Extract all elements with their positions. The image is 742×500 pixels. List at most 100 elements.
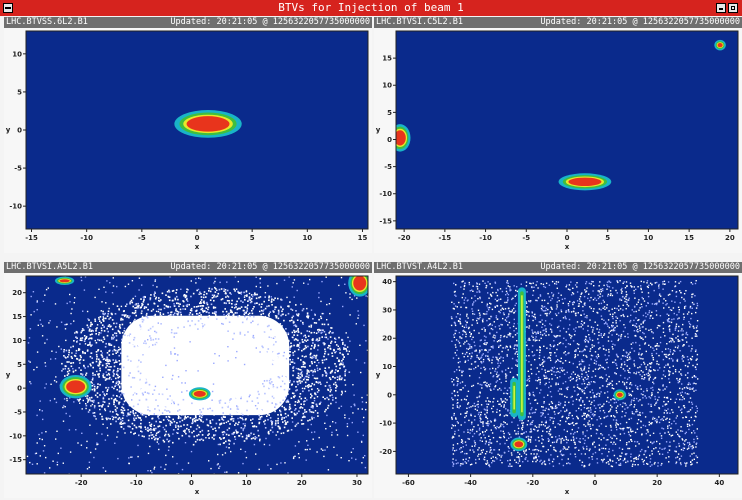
screen-panel-btvsi-c5l2: LHC.BTVSI.C5L2.B1 Updated: 20:21:05 @ 12…	[374, 17, 742, 253]
beam-image-plot: -20 -15 -10 -5 0 5 10 15 20 -15 -10 -5 0 5 10 15 x y	[376, 30, 739, 251]
beam-spot	[55, 276, 75, 286]
x-tick-label: -20	[526, 479, 539, 487]
x-tick-label: 0	[565, 234, 570, 242]
x-tick-label: -5	[138, 234, 146, 242]
x-tick-label: 0	[593, 479, 598, 487]
x-tick-label: -10	[130, 479, 143, 487]
screen-panel-btvst-a4l2: LHC.BTVST.A4L2.B1 Updated: 20:21:05 @ 12…	[374, 262, 742, 498]
beam-spot	[558, 173, 612, 191]
beam-image-plot: -60 -40 -20 0 20 40 -20 -10 0 10 20 30 40 x y	[376, 275, 739, 496]
title-bar: BTVs for Injection of beam 1	[0, 0, 742, 16]
panel-updated-time: Updated: 20:21:05 @ 1256322057735000000	[540, 17, 740, 27]
y-tick-label: 0	[387, 136, 392, 144]
screen-panel-btvsi-a5l2: LHC.BTVSI.A5L2.B1 Updated: 20:21:05 @ 12…	[4, 262, 372, 498]
panel-device-name: LHC.BTVSI.A5L2.B1	[6, 262, 93, 272]
y-tick-label: -10	[379, 190, 392, 198]
beam-spot	[188, 387, 211, 401]
x-tick-label: 15	[684, 234, 694, 242]
panel-updated-time: Updated: 20:21:05 @ 1256322057735000000	[170, 262, 370, 272]
x-tick-label: 30	[352, 479, 362, 487]
y-tick-label: 0	[17, 127, 22, 135]
minimize-icon[interactable]	[716, 3, 726, 13]
x-axis-label: x	[195, 488, 200, 496]
panel-device-name: LHC.BTVSS.6L2.B1	[6, 17, 88, 27]
x-tick-label: 10	[644, 234, 654, 242]
plot-frame	[25, 275, 369, 475]
axes: -60 -40 -20 0 20 40 -20 -10 0 10 20 30 40 x y	[376, 278, 725, 496]
x-tick-label: -20	[75, 479, 88, 487]
beam-spot	[348, 276, 368, 297]
y-tick-label: -20	[379, 448, 392, 456]
y-axis-label: y	[6, 126, 11, 134]
window-title: BTVs for Injection of beam 1	[278, 1, 464, 14]
beam-streak	[510, 377, 519, 418]
y-tick-label: 10	[12, 337, 22, 345]
y-tick-label: -15	[9, 456, 22, 464]
maximize-icon[interactable]	[728, 3, 738, 13]
plot-area	[396, 31, 738, 229]
y-tick-label: 15	[12, 313, 22, 321]
plot-area	[26, 31, 368, 229]
x-tick-label: 10	[242, 479, 252, 487]
plot-frame	[395, 275, 739, 475]
y-tick-label: -15	[379, 217, 392, 225]
y-tick-label: 20	[12, 289, 22, 297]
x-tick-label: 20	[725, 234, 735, 242]
x-tick-label: 5	[605, 234, 610, 242]
screen-panel-btvss-6l2: LHC.BTVSS.6L2.B1 Updated: 20:21:05 @ 125…	[4, 17, 372, 253]
x-axis-label: x	[195, 243, 200, 251]
y-tick-label: 10	[12, 50, 22, 58]
y-axis-label: y	[376, 126, 381, 134]
x-tick-label: -15	[25, 234, 38, 242]
beam-spot	[510, 437, 528, 452]
y-tick-label: 5	[17, 88, 22, 96]
beam-image-plot: -15 -10 -5 0 5 10 15 -10 -5 0 5 10 x y	[6, 30, 369, 251]
y-tick-label: 15	[382, 55, 392, 63]
x-axis-label: x	[565, 488, 570, 496]
axes: -20 -10 0 10 20 30 -15 -10 -5 0 5 10 15 20 x y	[6, 289, 362, 496]
beam-streak	[517, 287, 526, 421]
y-axis-label: y	[6, 371, 11, 379]
y-tick-label: 20	[382, 335, 392, 343]
y-tick-label: 10	[382, 363, 392, 371]
plot-background	[396, 276, 738, 474]
y-tick-label: -10	[9, 432, 22, 440]
y-tick-label: 30	[382, 306, 392, 314]
axes: -15 -10 -5 0 5 10 15 -10 -5 0 5 10 x y	[6, 50, 368, 251]
y-tick-label: 5	[17, 361, 22, 369]
plot-area	[26, 276, 368, 474]
panel-header: LHC.BTVSI.A5L2.B1 Updated: 20:21:05 @ 12…	[4, 262, 372, 273]
y-tick-label: -10	[379, 420, 392, 428]
y-tick-label: 0	[17, 385, 22, 393]
panel-header: LHC.BTVSI.C5L2.B1 Updated: 20:21:05 @ 12…	[374, 17, 742, 28]
y-tick-label: 0	[387, 391, 392, 399]
x-tick-label: 20	[297, 479, 307, 487]
beam-image-plot: -20 -10 0 10 20 30 -15 -10 -5 0 5 10 15 20 x y	[6, 275, 369, 496]
panel-device-name: LHC.BTVSI.C5L2.B1	[376, 17, 463, 27]
x-tick-label: -15	[439, 234, 452, 242]
x-tick-label: 10	[302, 234, 312, 242]
y-tick-label: 5	[387, 109, 392, 117]
x-tick-label: -10	[80, 234, 93, 242]
x-tick-label: 20	[652, 479, 662, 487]
y-tick-label: -5	[384, 163, 392, 171]
panel-header: LHC.BTVSS.6L2.B1 Updated: 20:21:05 @ 125…	[4, 17, 372, 28]
noise-speckle	[450, 280, 699, 468]
panel-updated-time: Updated: 20:21:05 @ 1256322057735000000	[170, 17, 370, 27]
beam-spot	[714, 39, 726, 51]
y-tick-label: -10	[9, 203, 22, 211]
x-tick-label: -20	[398, 234, 411, 242]
x-tick-label: 40	[714, 479, 724, 487]
axes: -20 -15 -10 -5 0 5 10 15 20 -15 -10 -5 0 5 10 15 x y	[376, 55, 735, 251]
beam-spot	[174, 110, 242, 138]
menu-icon[interactable]	[3, 3, 13, 13]
x-tick-label: -40	[464, 479, 477, 487]
x-tick-label: 5	[250, 234, 255, 242]
plot-area	[396, 276, 738, 474]
y-tick-label: -5	[14, 408, 22, 416]
x-tick-label: -10	[479, 234, 492, 242]
y-tick-label: 40	[382, 278, 392, 286]
plot-background	[396, 31, 738, 229]
x-axis-label: x	[565, 243, 570, 251]
